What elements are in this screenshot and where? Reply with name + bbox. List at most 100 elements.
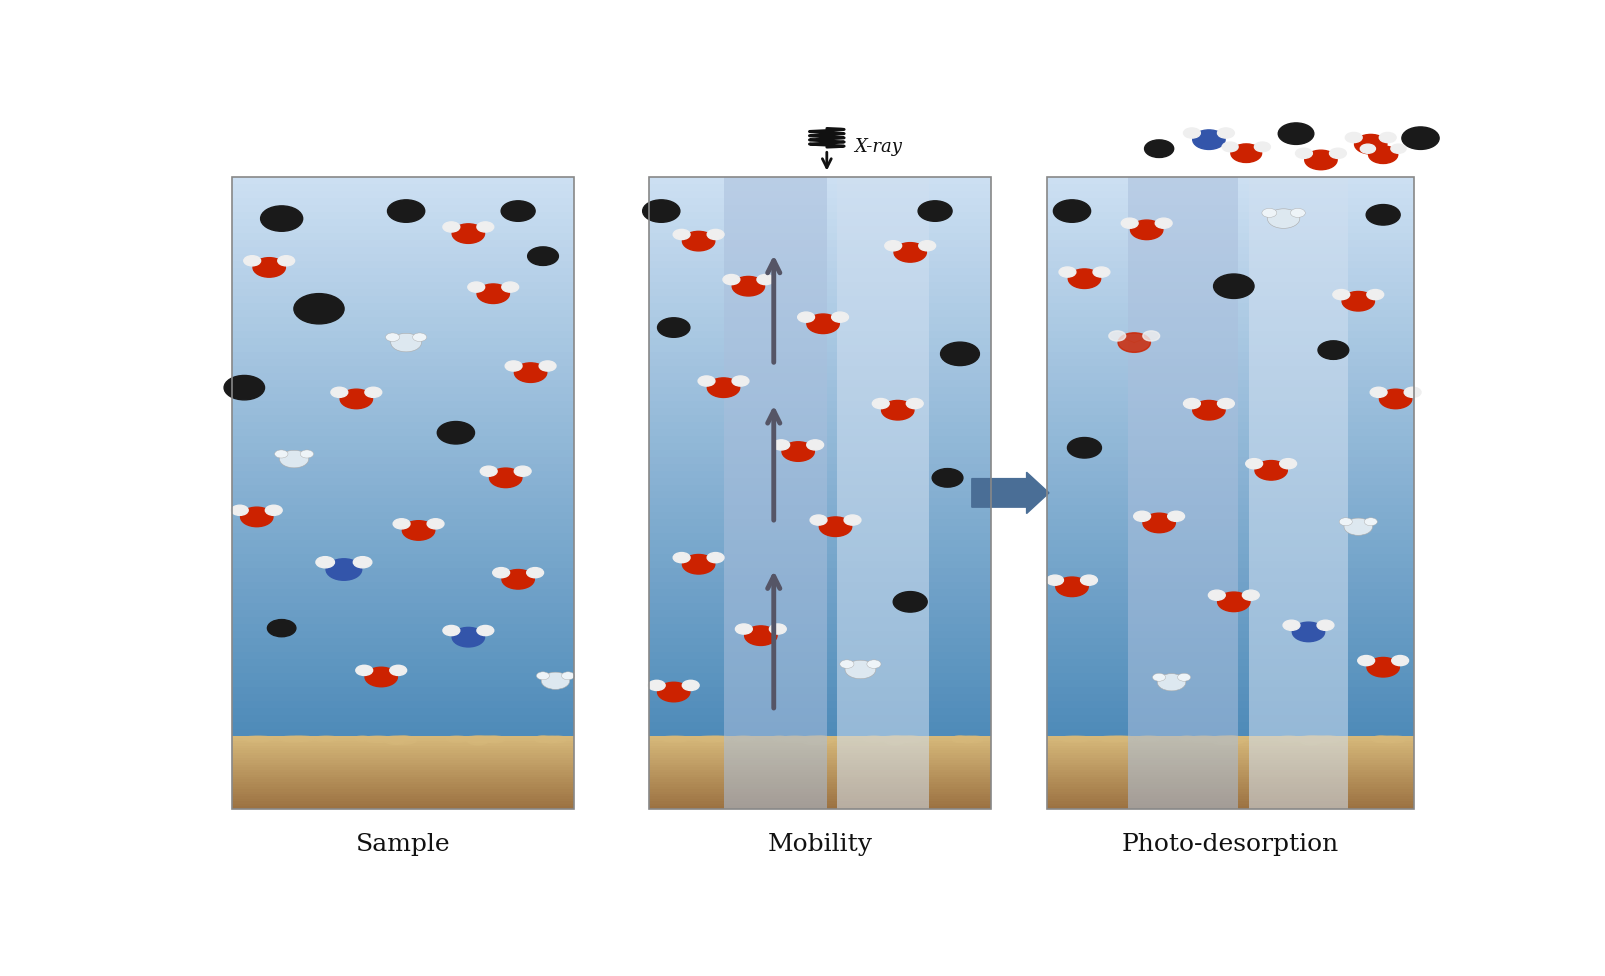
Bar [231, 226, 575, 233]
Circle shape [364, 387, 382, 397]
Bar [648, 178, 990, 808]
Ellipse shape [806, 736, 833, 745]
Bar [231, 534, 575, 541]
Bar [648, 645, 990, 652]
Circle shape [260, 206, 302, 231]
Bar [1046, 787, 1414, 790]
Bar [1046, 746, 1414, 748]
Circle shape [1392, 656, 1408, 666]
Bar [231, 289, 575, 296]
Bar [1046, 687, 1414, 694]
Circle shape [1217, 592, 1249, 612]
Circle shape [839, 660, 854, 669]
Bar [231, 561, 575, 568]
Ellipse shape [772, 736, 786, 741]
Circle shape [387, 200, 424, 223]
Bar [231, 673, 575, 680]
Bar [1046, 310, 1414, 317]
Ellipse shape [475, 736, 502, 743]
Bar [1046, 738, 1414, 741]
Circle shape [467, 282, 485, 292]
Circle shape [1133, 511, 1149, 521]
Circle shape [254, 258, 286, 277]
Circle shape [1093, 267, 1109, 277]
Bar [231, 422, 575, 428]
Bar [231, 435, 575, 442]
Bar [1046, 484, 1414, 492]
Circle shape [539, 361, 555, 371]
Bar [1046, 762, 1414, 765]
Circle shape [364, 668, 396, 687]
Circle shape [1207, 590, 1225, 600]
Circle shape [1213, 274, 1254, 299]
Ellipse shape [534, 736, 551, 743]
Ellipse shape [801, 736, 822, 745]
Bar [648, 233, 990, 240]
Circle shape [682, 231, 714, 251]
Circle shape [1221, 142, 1237, 151]
Circle shape [892, 591, 926, 612]
Circle shape [735, 624, 751, 634]
Circle shape [477, 284, 509, 304]
Circle shape [1266, 209, 1298, 228]
Circle shape [353, 556, 372, 568]
Circle shape [274, 450, 287, 458]
Circle shape [340, 389, 372, 409]
Bar [231, 603, 575, 610]
Bar [231, 708, 575, 715]
Bar [231, 317, 575, 324]
Bar [231, 324, 575, 331]
Circle shape [390, 666, 406, 675]
Bar [231, 738, 575, 741]
Bar [231, 303, 575, 310]
Bar [231, 275, 575, 282]
Circle shape [1120, 218, 1138, 228]
Circle shape [1332, 290, 1348, 300]
Ellipse shape [1210, 736, 1233, 745]
Bar [1046, 760, 1414, 762]
Bar [648, 687, 990, 694]
Bar [648, 752, 990, 755]
Bar [1046, 289, 1414, 296]
Ellipse shape [1385, 736, 1404, 743]
Ellipse shape [862, 736, 884, 742]
Circle shape [490, 468, 522, 488]
Ellipse shape [315, 736, 337, 742]
Bar [231, 631, 575, 638]
Bar [1046, 741, 1414, 743]
Bar [231, 801, 575, 803]
Circle shape [1318, 341, 1348, 359]
Bar [648, 596, 990, 603]
Bar [231, 645, 575, 652]
Bar [231, 794, 575, 796]
Bar [648, 748, 990, 751]
Bar [231, 787, 575, 790]
Bar [1046, 617, 1414, 625]
Circle shape [1245, 459, 1262, 468]
Bar [648, 767, 990, 770]
Bar [231, 743, 575, 746]
Circle shape [1342, 292, 1374, 311]
Bar [648, 575, 990, 583]
Bar [231, 282, 575, 289]
Bar [1046, 775, 1414, 777]
Circle shape [1401, 127, 1438, 149]
Bar [231, 519, 575, 526]
Bar [1046, 428, 1414, 435]
Ellipse shape [395, 736, 411, 741]
Bar [648, 351, 990, 359]
Circle shape [294, 294, 343, 324]
Bar [231, 351, 575, 359]
Bar [231, 401, 575, 408]
Bar [648, 617, 990, 625]
Bar [1046, 666, 1414, 673]
Circle shape [453, 628, 485, 647]
Bar [231, 798, 575, 801]
Circle shape [1242, 590, 1258, 600]
Bar [648, 708, 990, 715]
Bar [648, 729, 990, 736]
Bar [1046, 226, 1414, 233]
Bar [648, 373, 990, 380]
Circle shape [1379, 133, 1395, 142]
Bar [231, 659, 575, 666]
